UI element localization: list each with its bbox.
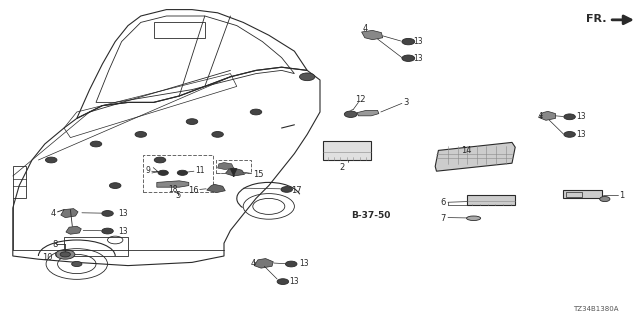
Circle shape	[344, 111, 357, 117]
Circle shape	[285, 261, 297, 267]
Circle shape	[402, 55, 415, 61]
Text: 13: 13	[299, 260, 308, 268]
Bar	[323, 141, 371, 160]
Text: 13: 13	[576, 112, 586, 121]
Text: 16: 16	[188, 186, 198, 195]
Circle shape	[212, 132, 223, 137]
Text: 4: 4	[538, 112, 543, 121]
Text: 17: 17	[291, 186, 302, 195]
Bar	[143, 155, 213, 192]
Text: 4: 4	[51, 209, 56, 218]
Text: 8: 8	[52, 240, 58, 249]
Text: 18: 18	[168, 185, 177, 194]
Bar	[566, 192, 582, 197]
Text: 5: 5	[175, 191, 180, 200]
Ellipse shape	[467, 216, 481, 220]
Circle shape	[277, 279, 289, 284]
Text: 12: 12	[355, 95, 365, 104]
Text: 1: 1	[620, 191, 625, 200]
Text: FR.: FR.	[586, 14, 607, 24]
Circle shape	[300, 73, 315, 81]
Text: 6: 6	[440, 198, 445, 207]
Circle shape	[154, 157, 166, 163]
Text: 9: 9	[145, 166, 150, 175]
Bar	[154, 22, 205, 38]
Text: 7: 7	[440, 214, 445, 223]
Text: 14: 14	[461, 146, 471, 155]
Circle shape	[600, 196, 610, 202]
Bar	[467, 195, 515, 205]
Polygon shape	[540, 111, 556, 120]
Circle shape	[72, 261, 82, 267]
Text: 2: 2	[339, 163, 344, 172]
Text: 3: 3	[403, 98, 408, 107]
Text: 13: 13	[413, 54, 422, 63]
Circle shape	[135, 132, 147, 137]
Bar	[64, 237, 128, 256]
Polygon shape	[157, 181, 189, 187]
Circle shape	[109, 183, 121, 188]
Bar	[563, 190, 602, 198]
Polygon shape	[207, 184, 225, 193]
Text: 4: 4	[251, 260, 256, 268]
Polygon shape	[254, 259, 273, 268]
Text: 11: 11	[195, 166, 205, 175]
Circle shape	[564, 114, 575, 120]
Circle shape	[102, 211, 113, 216]
Bar	[13, 166, 26, 198]
Polygon shape	[218, 163, 234, 170]
Text: B-37-50: B-37-50	[351, 212, 390, 220]
Polygon shape	[61, 209, 78, 218]
Circle shape	[102, 228, 113, 234]
Text: TZ34B1380A: TZ34B1380A	[573, 306, 618, 312]
Text: 13: 13	[118, 209, 128, 218]
Text: 13: 13	[413, 37, 422, 46]
Circle shape	[177, 170, 188, 175]
Polygon shape	[66, 226, 81, 234]
Circle shape	[281, 187, 292, 192]
Circle shape	[45, 157, 57, 163]
Circle shape	[250, 109, 262, 115]
Polygon shape	[435, 142, 515, 171]
Text: 13: 13	[118, 227, 128, 236]
Circle shape	[564, 132, 575, 137]
Circle shape	[158, 170, 168, 175]
Polygon shape	[362, 30, 383, 40]
Circle shape	[56, 250, 75, 259]
Circle shape	[186, 119, 198, 124]
Text: 13: 13	[289, 277, 299, 286]
Text: 10: 10	[42, 253, 52, 262]
Text: 13: 13	[576, 130, 586, 139]
Circle shape	[90, 141, 102, 147]
Text: 4: 4	[363, 24, 368, 33]
Circle shape	[60, 252, 70, 257]
Circle shape	[402, 38, 415, 45]
Polygon shape	[357, 110, 379, 116]
Polygon shape	[225, 168, 244, 176]
Text: 15: 15	[253, 170, 263, 179]
Bar	[216, 160, 251, 173]
